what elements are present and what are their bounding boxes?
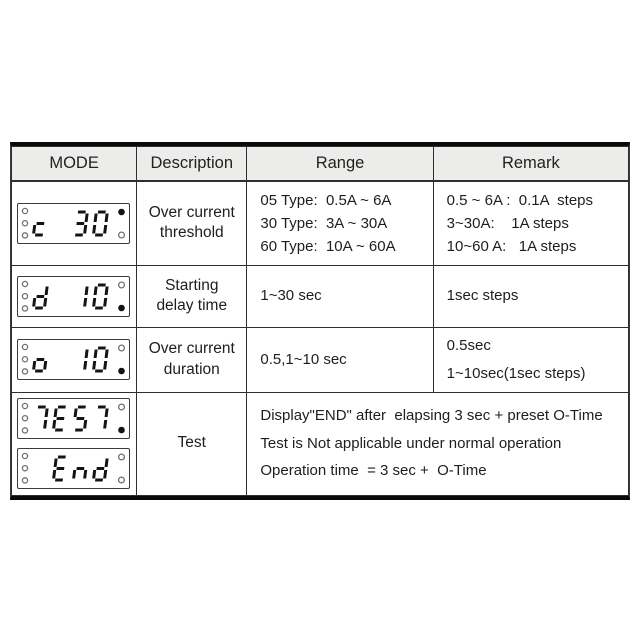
description-line: Over current — [148, 204, 235, 222]
remark-line: 10~60 A: 1A steps — [446, 237, 577, 255]
description-line: Over current — [148, 340, 235, 358]
range-cell: 05 Type: 0.5A ~ 6A 30 Type: 3A ~ 30A 60 … — [246, 180, 434, 266]
remark-line: 1sec steps — [446, 287, 519, 304]
range-line: 30 Type: 3A ~ 30A — [260, 214, 388, 232]
range-cell: 1~30 sec — [246, 264, 434, 328]
header-range: Range — [246, 146, 434, 182]
range-line: 1~30 sec — [260, 287, 322, 304]
description-line: Test — [177, 434, 206, 452]
header-remark: Remark — [432, 146, 630, 182]
remark-cell: 0.5 ~ 6A : 0.1A steps 3~30A: 1A steps 10… — [432, 180, 630, 266]
range-line: 05 Type: 0.5A ~ 6A — [260, 191, 392, 209]
description-line: threshold — [159, 224, 224, 242]
remark-line: 3~30A: 1A steps — [446, 214, 569, 232]
test-note-cell: Display"END" after elapsing 3 sec + pres… — [246, 391, 629, 496]
description-cell: Test — [136, 391, 248, 496]
mode-spec-table: MODE Description Range Remark Over curre… — [10, 146, 630, 496]
mode-cell-test — [10, 391, 138, 496]
mode-cell-duration — [10, 326, 138, 393]
remark-cell: 0.5sec 1~10sec(1sec steps) — [432, 326, 630, 393]
table-row-duration: Over current duration 0.5,1~10 sec 0.5se… — [10, 326, 630, 393]
table-row-threshold: Over current threshold 05 Type: 0.5A ~ 6… — [10, 180, 630, 266]
seven-segment-display-c30 — [17, 202, 130, 244]
remark-line: 1~10sec(1sec steps) — [446, 364, 586, 382]
test-note-line: Display"END" after elapsing 3 sec + pres… — [260, 407, 603, 425]
description-line: delay time — [156, 297, 228, 314]
range-cell: 0.5,1~10 sec — [246, 326, 434, 393]
header-description: Description — [136, 146, 248, 182]
mode-cell-threshold — [10, 180, 138, 266]
description-cell: Over current threshold — [136, 180, 248, 266]
test-note-line: Test is Not applicable under normal oper… — [260, 434, 562, 452]
header-mode: MODE — [10, 146, 138, 182]
mode-cell-delay — [10, 264, 138, 328]
seven-segment-display-d10 — [17, 275, 130, 317]
table-header-row: MODE Description Range Remark — [10, 146, 630, 182]
remark-line: 0.5 ~ 6A : 0.1A steps — [446, 191, 594, 209]
remark-line: 0.5sec — [446, 337, 491, 354]
seven-segment-display-test — [17, 398, 130, 439]
test-note-line: Operation time = 3 sec + O-Time — [260, 462, 487, 480]
range-line: 60 Type: 10A ~ 60A — [260, 237, 396, 255]
description-cell: Over current duration — [136, 326, 248, 393]
seven-segment-display-end — [17, 448, 130, 489]
seven-segment-display-o10 — [17, 339, 130, 380]
description-line: duration — [163, 360, 220, 378]
mode-table: MODE Description Range Remark Over curre… — [10, 142, 630, 500]
table-row-delay: Starting delay time 1~30 sec 1sec steps — [10, 264, 630, 328]
description-line: Starting — [165, 276, 219, 294]
remark-cell: 1sec steps — [432, 264, 630, 328]
description-cell: Starting delay time — [136, 264, 248, 328]
table-row-test: Test Display"END" after elapsing 3 sec +… — [10, 391, 629, 496]
range-line: 0.5,1~10 sec — [260, 350, 347, 368]
